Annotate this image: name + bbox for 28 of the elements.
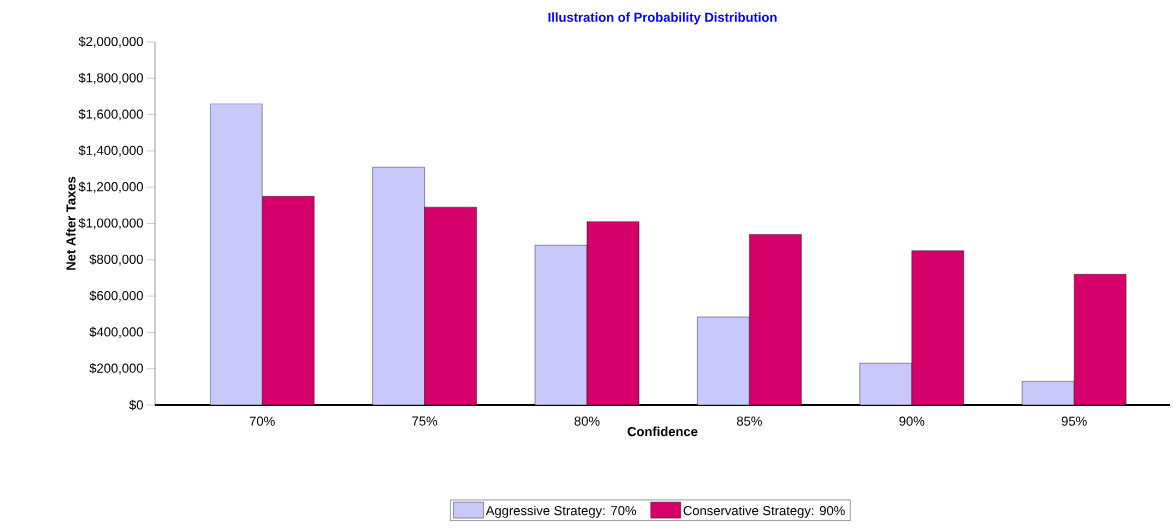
x-tick-label: 70% <box>249 416 275 426</box>
y-tick-label: $400,000 <box>89 326 143 339</box>
y-axis-title: Net After Taxes <box>66 176 76 270</box>
y-tick-label: $2,000,000 <box>78 36 143 48</box>
x-tick-label: 95% <box>1061 416 1087 426</box>
x-tick-label: 85% <box>736 416 762 426</box>
x-tick-label: 90% <box>899 416 925 426</box>
legend-label: Aggressive Strategy: 70% <box>485 505 637 518</box>
y-tick-label: $0 <box>129 399 143 411</box>
legend-label: Conservative Strategy: 90% <box>683 505 845 518</box>
y-tick-label: $1,600,000 <box>78 108 143 121</box>
y-tick-label: $1,400,000 <box>78 145 143 157</box>
x-axis-title: Confidence <box>627 426 698 437</box>
y-tick-label: $1,200,000 <box>78 181 143 193</box>
chart-title: Illustration of Probability Distribution <box>548 12 777 25</box>
bar <box>262 196 315 405</box>
y-tick-label: $800,000 <box>89 254 143 266</box>
x-tick-label: 75% <box>412 416 438 426</box>
y-tick-label: $600,000 <box>89 290 143 302</box>
y-tick-label: $1,000,000 <box>78 217 143 230</box>
y-tick-label: $1,800,000 <box>78 72 143 84</box>
bar <box>1073 274 1127 405</box>
bar <box>424 206 477 405</box>
bar <box>911 250 964 405</box>
bar <box>586 221 640 405</box>
x-tick-label: 80% <box>574 416 600 426</box>
bar <box>749 234 802 405</box>
y-tick-label: $200,000 <box>89 363 143 375</box>
